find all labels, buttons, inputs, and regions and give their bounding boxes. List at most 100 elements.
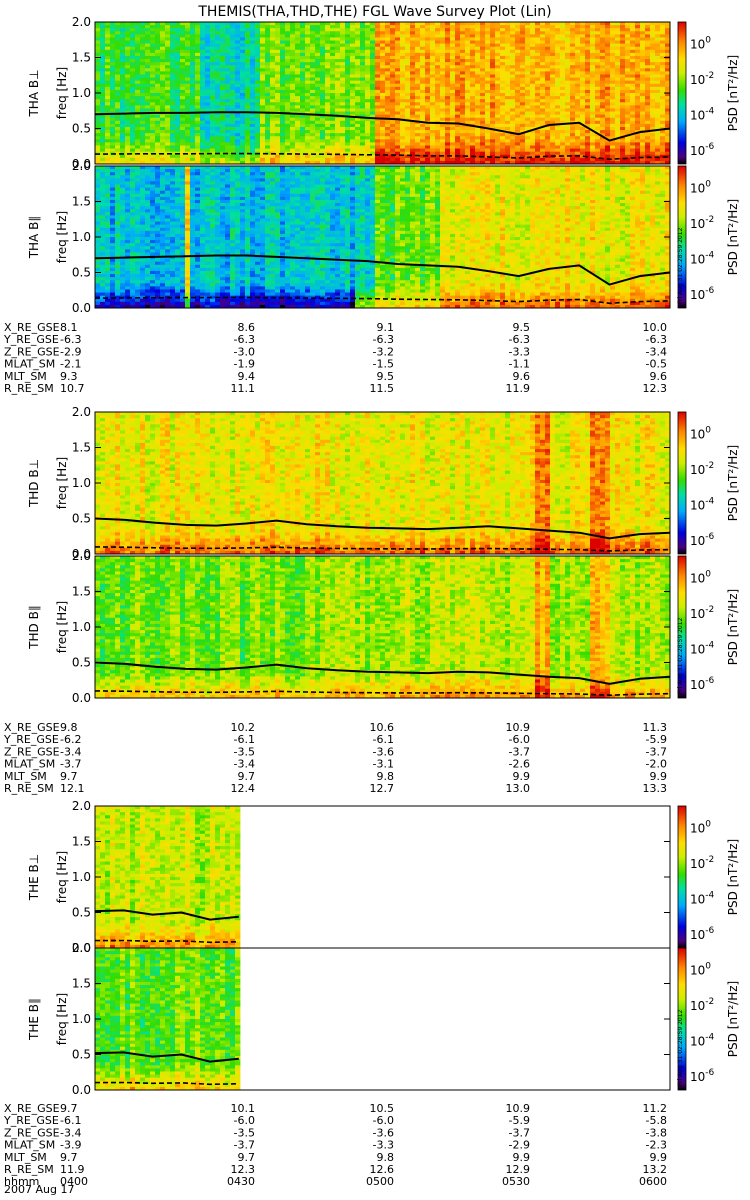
- freq-axis-label: freq [Hz]: [55, 67, 69, 119]
- timestamp-stamp: Fri Aug 31 02:28:59 2012: [677, 617, 684, 694]
- ephemeris-value: 9.7: [238, 1151, 256, 1164]
- panels: 0.0 0.5 1.0 1.5 2.0 THA B⊥ freq [Hz] 100 10-2 10-…: [27, 15, 740, 1097]
- ephemeris-THD: X_RE_GSE 9.8 10.2 10.6 10.9 11.3Y_RE_GSE -6.2-…: [3, 721, 667, 795]
- ephemeris-value: -5.8: [646, 1114, 667, 1127]
- ephemeris-value: -6.0: [234, 1114, 255, 1127]
- ephemeris-value: -3.1: [373, 758, 394, 771]
- ephemeris-value: -6.3: [234, 333, 255, 346]
- ephemeris-value: -3.6: [373, 745, 394, 758]
- panel-label: THD B∥: [27, 605, 41, 650]
- ephemeris-value: -3.4: [646, 345, 667, 358]
- freq-axis-label: freq [Hz]: [55, 457, 69, 509]
- date-label: 2007 Aug 17: [4, 1183, 74, 1196]
- ephemeris-value: 11.2: [643, 1102, 668, 1115]
- ephemeris-value: -2.6: [509, 758, 530, 771]
- ephemeris-value: -6.3: [373, 333, 394, 346]
- ephemeris-value: 9.1: [377, 321, 395, 334]
- ephemeris-label: Y_RE_GSE: [3, 1114, 59, 1127]
- ephemeris-value: -1.5: [373, 358, 394, 371]
- ephemeris-value: -3.9: [60, 1139, 81, 1152]
- y-tick-label: 0.5: [72, 512, 91, 526]
- ephemeris-value: -3.7: [646, 745, 667, 758]
- panel-THD B⊥: 0.00.51.01.52.0THD B⊥ freq [Hz]10010-210-…: [27, 405, 740, 561]
- ephemeris-value: -5.9: [646, 733, 667, 746]
- colorbar-label: PSD [nT²/Hz]: [726, 589, 740, 665]
- freq-axis-label: freq [Hz]: [55, 601, 69, 653]
- ephemeris-value: -3.4: [60, 1126, 81, 1139]
- ephemeris-value: -6.3: [509, 333, 530, 346]
- ephemeris-value: 9.9: [650, 770, 668, 783]
- ephemeris-value: -3.7: [509, 1126, 530, 1139]
- spectrogram: [95, 948, 240, 1090]
- y-tick-label: 1.5: [72, 585, 91, 599]
- ephemeris-value: 9.9: [513, 1151, 531, 1164]
- ephemeris-label: MLT_SM: [4, 370, 47, 383]
- ephemeris-value: -1.1: [509, 358, 530, 371]
- ephemeris-label: X_RE_GSE: [4, 721, 60, 734]
- ephemeris-value: 9.5: [377, 370, 395, 383]
- colorbar-tick-label: 10-4: [690, 106, 715, 122]
- ephemeris-value: 12.3: [231, 1163, 256, 1176]
- colorbar-tick-label: 10-4: [690, 250, 715, 266]
- ephemeris-value: -3.7: [60, 758, 81, 771]
- panel-label: THA B∥: [27, 216, 41, 260]
- ephemeris-value: 9.6: [513, 370, 531, 383]
- ephemeris-label: X_RE_GSE: [4, 1102, 60, 1115]
- ephemeris-value: 13.2: [643, 1163, 668, 1176]
- panel-THE B∥: 0.00.51.01.52.0THE B∥ freq [Hz]10010-210-…: [27, 941, 740, 1097]
- colorbar-label: PSD [nT²/Hz]: [726, 199, 740, 275]
- ephemeris-label: MLAT_SM: [4, 358, 55, 371]
- colorbar-tick-label: 100: [690, 35, 711, 51]
- y-tick-label: 0.5: [72, 266, 91, 280]
- y-tick-label: 0.0: [72, 691, 91, 705]
- y-tick-label: 1.5: [72, 441, 91, 455]
- colorbar-tick-label: 10-6: [690, 676, 715, 692]
- ephemeris-label: Y_RE_GSE: [3, 733, 59, 746]
- colorbar-tick-label: 100: [690, 425, 711, 441]
- colorbar-tick-label: 10-2: [690, 997, 714, 1013]
- colorbar-tick-label: 10-4: [690, 496, 715, 512]
- panel-label: THE B⊥: [27, 854, 41, 901]
- colorbar-label: PSD [nT²/Hz]: [726, 839, 740, 915]
- y-tick-label: 1.0: [72, 476, 91, 490]
- spectrogram: [95, 556, 670, 698]
- ephemeris-value: 11.9: [60, 1163, 85, 1176]
- colorbar-tick-label: 10-6: [690, 142, 715, 158]
- panel-THA B⊥: 0.00.51.01.52.0THA B⊥ freq [Hz]10010-210-…: [27, 15, 740, 171]
- ephemeris-value: -3.3: [373, 1139, 394, 1152]
- ephemeris-value: 11.1: [231, 382, 256, 395]
- ephemeris-label: R_RE_SM: [4, 382, 54, 395]
- ephemeris-value: -3.4: [60, 745, 81, 758]
- panel-label: THA B⊥: [27, 69, 41, 117]
- ephemeris-value: -6.0: [373, 1114, 394, 1127]
- ephemeris-value: 8.6: [238, 321, 256, 334]
- ephemeris-value: 9.5: [513, 321, 531, 334]
- ephemeris-value: -2.3: [646, 1139, 667, 1152]
- y-tick-label: 1.0: [72, 620, 91, 634]
- ephemeris-label: Z_RE_GSE: [4, 345, 60, 358]
- ephemeris-value: 9.9: [513, 770, 531, 783]
- colorbar-label: PSD [nT²/Hz]: [726, 55, 740, 131]
- ephemeris-value: 9.7: [60, 770, 78, 783]
- ephemeris-value: -6.3: [60, 333, 81, 346]
- y-tick-label: 0.5: [72, 656, 91, 670]
- spectrogram: [95, 806, 240, 948]
- y-tick-label: 2.0: [72, 15, 91, 29]
- ephemeris-value: 10.1: [231, 1102, 256, 1115]
- ephemeris-label: MLT_SM: [4, 770, 47, 783]
- ephemeris-label: X_RE_GSE: [4, 321, 60, 334]
- panel-THD B∥: 0.00.51.01.52.0THD B∥ freq [Hz]10010-210-…: [27, 549, 740, 705]
- ephemeris-value: -6.1: [373, 733, 394, 746]
- figure-title: THEMIS(THA,THD,THE) FGL Wave Survey Plot…: [197, 4, 551, 20]
- colorbar-tick-label: 10-2: [690, 461, 714, 477]
- ephemeris-value: -3.5: [234, 1126, 255, 1139]
- ephemeris-value: 13.0: [506, 782, 531, 795]
- ephemeris-value: -6.1: [234, 733, 255, 746]
- y-tick-label: 1.5: [72, 51, 91, 65]
- y-tick-label: 2.0: [72, 405, 91, 419]
- ephemeris-value: 9.3: [60, 370, 78, 383]
- ephemeris-value: 9.7: [60, 1102, 78, 1115]
- ephemeris-value: -6.2: [60, 733, 81, 746]
- ephemeris-value: 10.0: [643, 321, 668, 334]
- colorbar-tick-label: 100: [690, 569, 711, 585]
